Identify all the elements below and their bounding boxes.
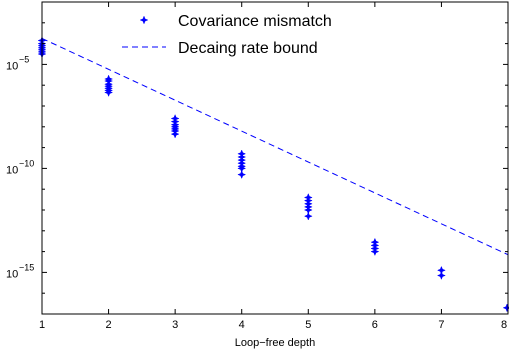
y-tick-exponent: −5 <box>19 54 29 64</box>
data-point <box>436 271 446 280</box>
bound-line <box>41 37 509 256</box>
legend-label-mismatch: Covariance mismatch <box>178 13 332 30</box>
x-tick-label: 7 <box>438 319 444 331</box>
plot-layer <box>37 36 509 313</box>
plot-frame <box>41 1 509 315</box>
y-tick-base: 10 <box>6 60 18 72</box>
data-point <box>104 88 114 97</box>
x-tick-label: 6 <box>372 319 378 331</box>
x-tick-label: 3 <box>172 319 178 331</box>
data-point <box>370 247 380 257</box>
y-tick-exponent: −15 <box>19 262 34 272</box>
data-point <box>170 129 180 139</box>
y-tick-label: 10−15 <box>6 262 34 280</box>
legend-marker <box>139 15 149 25</box>
legend: Covariance mismatch Decaing rate bound <box>122 13 332 57</box>
y-tick-base: 10 <box>6 164 18 176</box>
data-point <box>303 211 313 221</box>
x-tick-label: 8 <box>501 319 507 331</box>
x-tick-label: 4 <box>239 319 245 331</box>
y-tick-label: 10−5 <box>6 54 29 72</box>
x-axis-label: Loop−free depth <box>235 337 315 349</box>
y-tick-exponent: −10 <box>19 158 34 168</box>
x-tick-label: 5 <box>305 319 311 331</box>
x-axis: 1 2 3 4 5 6 7 8 <box>39 2 509 331</box>
y-tick-label: 10−10 <box>6 158 34 176</box>
x-tick-label: 1 <box>39 319 45 331</box>
y-tick-base: 10 <box>6 268 18 280</box>
data-point <box>237 170 247 180</box>
x-tick-label: 2 <box>106 319 112 331</box>
legend-label-bound: Decaing rate bound <box>178 40 318 57</box>
